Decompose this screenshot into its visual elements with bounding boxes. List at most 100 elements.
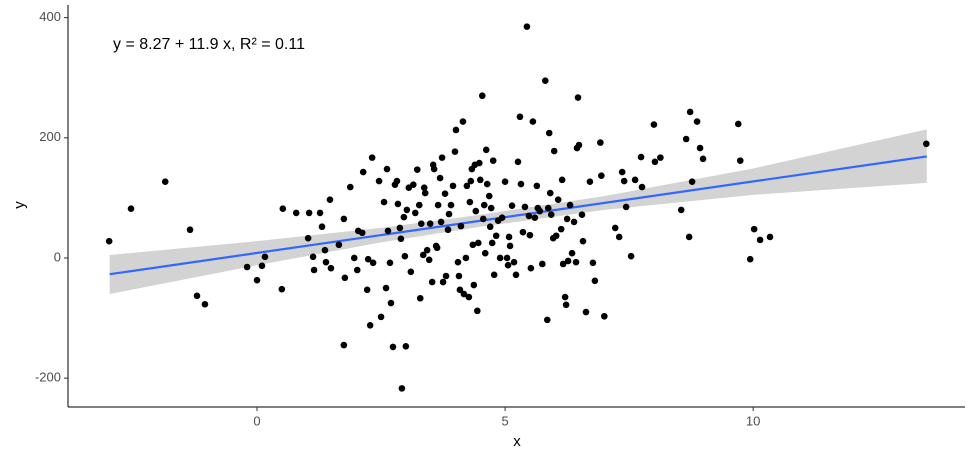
point — [514, 158, 522, 166]
point — [449, 182, 457, 190]
point — [261, 253, 269, 261]
point — [460, 290, 468, 298]
point — [411, 209, 419, 217]
point — [564, 257, 572, 265]
point — [637, 153, 645, 161]
point — [591, 277, 599, 285]
point — [470, 281, 478, 289]
point — [598, 172, 605, 179]
point — [322, 258, 330, 266]
point — [558, 176, 566, 184]
point — [430, 165, 438, 173]
point — [536, 207, 544, 215]
point — [552, 232, 560, 240]
point — [566, 201, 574, 209]
point — [923, 140, 930, 148]
point — [562, 301, 570, 309]
point — [517, 180, 525, 188]
point — [627, 252, 635, 260]
point — [439, 278, 447, 286]
point — [746, 255, 754, 263]
point — [469, 241, 477, 249]
point — [561, 293, 569, 301]
point — [459, 118, 467, 125]
point — [292, 209, 300, 217]
point — [402, 343, 410, 350]
point — [503, 254, 511, 262]
point — [631, 176, 639, 184]
point — [369, 259, 377, 267]
point — [384, 227, 392, 235]
point — [407, 268, 415, 276]
point — [397, 235, 405, 243]
point — [531, 214, 539, 222]
point — [529, 118, 537, 125]
point — [364, 255, 372, 263]
point — [243, 263, 251, 271]
point — [651, 158, 659, 166]
point — [465, 293, 473, 301]
point — [463, 182, 471, 190]
point — [389, 343, 397, 351]
point — [340, 215, 348, 223]
point — [428, 278, 436, 286]
point — [523, 23, 531, 30]
point — [597, 139, 604, 146]
point — [457, 222, 465, 230]
point — [433, 244, 441, 252]
point — [519, 228, 527, 236]
point — [488, 239, 496, 247]
point — [304, 234, 312, 242]
point — [454, 258, 462, 266]
point — [321, 246, 329, 254]
point — [699, 155, 707, 163]
point — [480, 201, 488, 209]
point — [258, 262, 266, 270]
point — [563, 215, 571, 223]
y-tick-label: -200 — [35, 370, 61, 385]
point — [398, 385, 406, 392]
point — [425, 256, 433, 264]
point — [508, 202, 516, 209]
point — [441, 190, 449, 197]
point — [736, 157, 744, 164]
y-tick-label: 200 — [39, 129, 61, 144]
point — [543, 316, 551, 324]
y-tick-label: 400 — [39, 9, 61, 24]
point — [575, 141, 583, 149]
point — [105, 237, 113, 245]
point — [489, 157, 497, 164]
point — [490, 271, 498, 279]
point — [570, 218, 578, 226]
point — [492, 232, 500, 240]
point — [316, 209, 324, 217]
point — [161, 178, 169, 185]
point — [496, 254, 504, 262]
point — [353, 266, 361, 274]
point — [685, 233, 693, 241]
point — [400, 213, 408, 221]
point — [479, 215, 487, 223]
point — [394, 200, 402, 208]
point — [467, 177, 475, 185]
point — [474, 307, 481, 315]
point — [521, 203, 529, 211]
point — [483, 180, 491, 188]
point — [485, 192, 493, 200]
point — [423, 246, 431, 254]
x-tick-label: 5 — [501, 413, 508, 428]
point — [363, 286, 371, 294]
point — [682, 135, 690, 143]
point — [486, 223, 494, 231]
point — [525, 212, 533, 220]
point — [466, 198, 474, 206]
x-tick-label: 0 — [253, 413, 260, 428]
point — [482, 146, 490, 154]
point — [578, 211, 586, 219]
point — [186, 226, 194, 234]
point — [359, 168, 367, 176]
point — [622, 203, 630, 211]
point — [387, 299, 395, 307]
point — [545, 129, 553, 137]
